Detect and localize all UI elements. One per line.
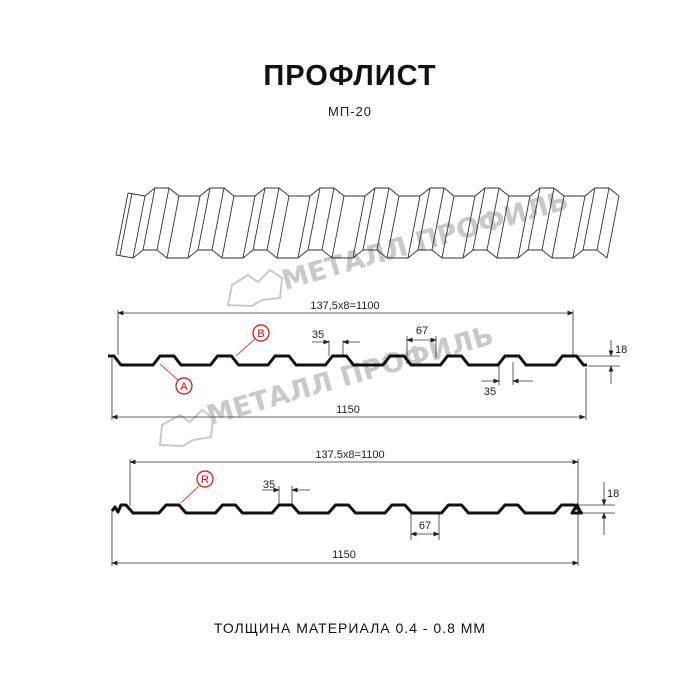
sheet-3d-line	[156, 187, 170, 251]
sheet-3d-line	[115, 192, 129, 256]
sheet-3d-line	[362, 187, 376, 251]
pitch-label: 137,5x8=1100	[310, 300, 379, 312]
sheet-3d-line	[142, 187, 156, 251]
rib-span-label: 67	[416, 325, 428, 337]
sheet-3d-line	[606, 195, 620, 259]
sheet-3d-line	[496, 195, 510, 259]
sheet-3d-line	[472, 187, 486, 251]
marker-a: A	[180, 381, 188, 393]
sheet-3d-line	[297, 195, 311, 259]
marker-r-circle	[196, 470, 214, 488]
sheet-3d-line	[132, 195, 146, 259]
width-label: 1150	[336, 404, 360, 416]
pitch-label: 137.5x8=1100	[315, 449, 384, 461]
rib-top-label: 35	[312, 329, 324, 341]
watermark-logo-icon	[158, 408, 215, 448]
sheet-3d-line	[596, 187, 610, 251]
sheet-3d-line	[431, 187, 445, 251]
profile-diagram-top	[111, 310, 620, 420]
sheet-3d-line	[276, 195, 290, 259]
profile-outline-bottom	[110, 503, 583, 515]
sheet-3d-line	[252, 187, 266, 251]
sheet-3d-line	[119, 192, 133, 256]
sheet-3d-line	[242, 195, 256, 259]
sheet-3d-line	[527, 187, 541, 251]
marker-a-circle	[175, 377, 193, 395]
watermark-logo-icon	[226, 268, 284, 308]
marker-b: B	[257, 328, 264, 340]
page-title: ПРОФЛИСТ	[263, 60, 437, 92]
sheet-3d-line	[307, 187, 321, 251]
rib-bottom-label: 35	[484, 386, 496, 398]
sheet-3d-line	[462, 195, 476, 259]
watermark-top: МЕТАЛЛ ПРОФИЛЬ	[278, 185, 572, 297]
sheet-3d-line	[386, 195, 400, 259]
watermark-text: МЕТАЛЛ ПРОФИЛЬ	[278, 185, 572, 297]
profile-outline-top	[108, 354, 587, 367]
material-thickness: ТОЛЩИНА МАТЕРИАЛА 0.4 - 0.8 ММ	[213, 620, 487, 636]
sheet-3d-line	[441, 195, 455, 259]
sheet-3d-view	[115, 187, 620, 259]
sheet-3d-line	[331, 195, 345, 259]
sheet-3d-line	[517, 195, 531, 259]
sheet-3d-line	[572, 195, 586, 259]
model-subtitle: МП-20	[328, 104, 372, 119]
sheet-3d-line	[486, 187, 500, 251]
sheet-3d-line	[266, 187, 280, 251]
sheet-3d-line	[551, 195, 565, 259]
sheet-3d-line	[376, 187, 390, 251]
sheet-3d-line	[166, 195, 180, 259]
profile-diagram-bottom	[111, 459, 615, 566]
sheet-3d-line	[582, 187, 596, 251]
width-label: 1150	[332, 549, 356, 561]
marker-b-circle	[252, 324, 270, 342]
sheet-3d-line	[321, 187, 335, 251]
marker-r: R	[201, 474, 209, 486]
sheet-3d-line	[352, 195, 366, 259]
sheet-3d-line	[187, 195, 201, 259]
sheet-3d-line	[417, 187, 431, 251]
sheet-3d-line	[407, 195, 421, 259]
rib-top-label: 35	[263, 479, 275, 491]
rib-span-label: 67	[419, 520, 431, 532]
sheet-3d-line	[197, 187, 211, 251]
sheet-3d-line	[211, 187, 225, 251]
height-label: 18	[607, 488, 619, 500]
sheet-3d-line	[221, 195, 235, 259]
height-label: 18	[615, 344, 627, 356]
sheet-3d-line	[541, 187, 555, 251]
